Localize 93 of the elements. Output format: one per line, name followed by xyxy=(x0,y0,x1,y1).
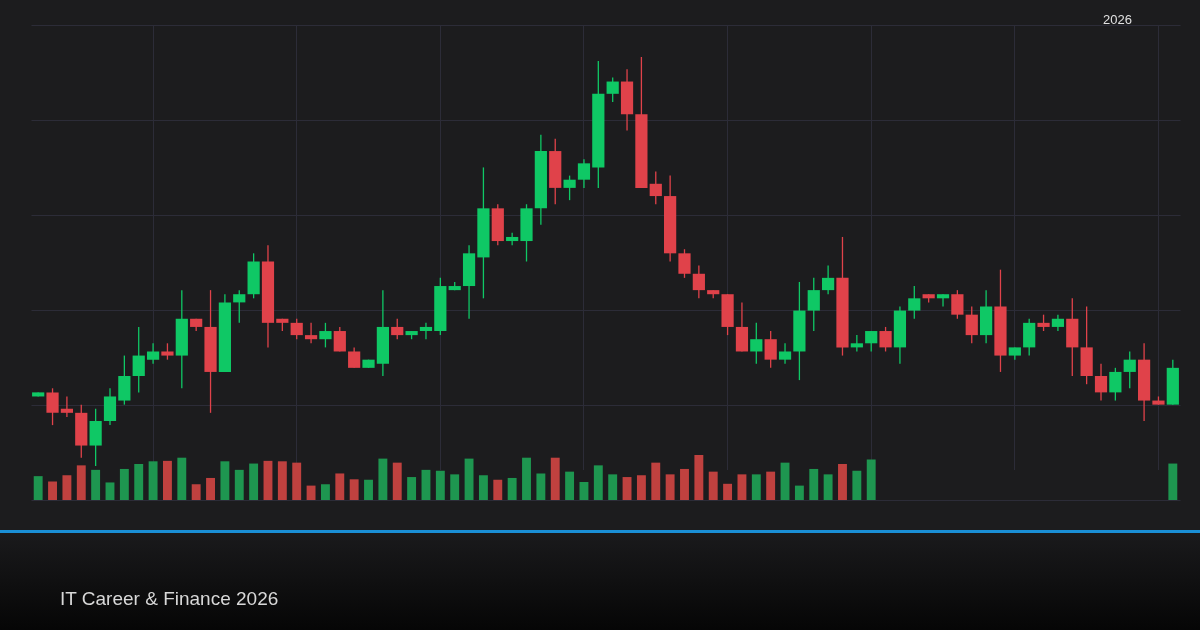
bar xyxy=(536,473,546,500)
bar xyxy=(33,476,43,500)
candlestick xyxy=(60,395,74,418)
candlestick xyxy=(577,158,591,189)
candlestick xyxy=(563,174,576,201)
candlestick xyxy=(233,289,246,324)
bar xyxy=(766,471,776,500)
candlestick xyxy=(965,305,978,344)
bar xyxy=(421,469,431,500)
bar xyxy=(191,484,201,500)
bar xyxy=(809,468,819,500)
bar xyxy=(277,461,287,500)
bar xyxy=(407,477,417,500)
bar xyxy=(651,462,661,500)
candlestick xyxy=(419,322,433,340)
candlestick xyxy=(290,318,303,340)
candlestick xyxy=(46,387,59,426)
bar xyxy=(91,469,101,500)
candlestick xyxy=(951,289,964,320)
candlestick xyxy=(1109,367,1122,402)
bar xyxy=(723,483,733,500)
bar xyxy=(162,460,172,500)
candlestick xyxy=(807,277,820,332)
bar xyxy=(134,464,144,500)
bar xyxy=(450,474,460,500)
candlestick xyxy=(908,285,921,320)
bar xyxy=(680,468,689,500)
bar xyxy=(823,474,833,500)
candlestick xyxy=(333,326,346,353)
bar xyxy=(507,477,517,500)
bar xyxy=(636,475,646,500)
candlestick xyxy=(304,322,318,344)
candlestick xyxy=(778,342,792,365)
bar xyxy=(522,457,531,500)
bar xyxy=(622,477,632,500)
candlestick xyxy=(750,322,763,365)
bar xyxy=(364,479,373,500)
text: 2026 xyxy=(1103,12,1132,27)
candlestick xyxy=(879,326,892,353)
candlestick xyxy=(764,330,777,369)
bar xyxy=(550,457,560,500)
bar xyxy=(579,482,589,500)
bar xyxy=(177,457,187,500)
bar xyxy=(852,470,862,500)
bar xyxy=(708,471,718,500)
candlestick xyxy=(822,264,835,295)
bar xyxy=(206,477,215,500)
candlestick xyxy=(146,342,160,365)
candlestick xyxy=(865,330,878,353)
bar xyxy=(464,458,474,500)
bar xyxy=(249,463,259,500)
candlestick xyxy=(692,264,705,299)
bar xyxy=(794,485,804,500)
candlestick xyxy=(1123,350,1136,389)
bar xyxy=(838,464,847,500)
bar xyxy=(306,485,316,500)
candlestick xyxy=(132,326,145,394)
candlestick xyxy=(678,248,691,279)
bar xyxy=(76,465,86,500)
candlestick xyxy=(649,170,662,205)
bar xyxy=(48,481,57,500)
bar xyxy=(751,474,761,500)
bar xyxy=(220,461,230,500)
bar xyxy=(493,479,503,500)
candlestick xyxy=(319,322,332,349)
bar xyxy=(737,474,747,500)
candlestick xyxy=(506,232,519,246)
candlestick xyxy=(348,346,361,369)
bar xyxy=(665,474,675,500)
bar xyxy=(292,462,302,500)
bar xyxy=(349,479,359,500)
bar xyxy=(478,475,488,500)
bar xyxy=(866,459,876,500)
candlestick xyxy=(1094,363,1108,402)
bar xyxy=(148,461,158,500)
bar xyxy=(119,468,129,500)
bar xyxy=(335,473,345,500)
bar xyxy=(105,482,115,500)
bar xyxy=(565,471,575,500)
bar xyxy=(694,455,704,500)
candlestick xyxy=(391,318,404,340)
bar xyxy=(435,470,445,500)
candlestick xyxy=(606,76,619,103)
text: IT Career & Finance 2026 xyxy=(60,588,279,610)
candlestick xyxy=(936,293,950,308)
bar xyxy=(320,484,330,500)
bar xyxy=(234,469,244,500)
bar xyxy=(1168,463,1178,500)
bar xyxy=(392,462,402,500)
bar xyxy=(378,458,388,500)
bar xyxy=(593,465,603,500)
bar xyxy=(608,474,618,500)
bar xyxy=(62,475,72,500)
